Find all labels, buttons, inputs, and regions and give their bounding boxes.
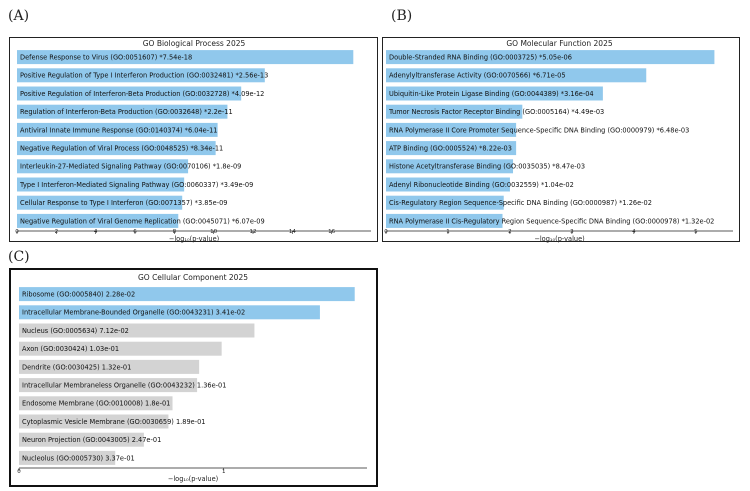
x-tick-label: 8 <box>173 229 177 235</box>
x-tick-label: 5 <box>694 229 698 235</box>
cell-component-panel: GO Cellular Component 2025 Ribosome (GO:0… <box>9 268 378 487</box>
bar-label: Histone Acetyltransferase Binding (GO:00… <box>389 163 585 171</box>
chart-title: GO Biological Process 2025 <box>143 39 246 48</box>
bar <box>17 195 183 210</box>
x-tick-label: 2 <box>55 229 59 235</box>
panel-c-label: (C) <box>8 249 30 265</box>
bar-label: Positive Regulation of Type I Interferon… <box>20 72 268 80</box>
bar <box>386 50 715 65</box>
x-axis-label: −log₁₀(p-value) <box>534 235 584 243</box>
x-tick-label: 0 <box>17 469 21 475</box>
bar-label: Adenylyltransferase Activity (GO:0070566… <box>389 72 566 80</box>
bar <box>17 122 218 137</box>
bar-label: Ribosome (GO:0005840) 2.28e-02 <box>22 291 135 299</box>
bar <box>17 68 265 83</box>
bar-label: Intracellular Membraneless Organelle (GO… <box>22 382 226 390</box>
bar <box>386 213 503 228</box>
bar <box>386 141 517 156</box>
bar <box>386 86 603 101</box>
bar-label: Dendrite (GO:0030425) 1.32e-01 <box>22 363 131 371</box>
bar-label: Intracellular Membrane-Bounded Organelle… <box>22 309 245 317</box>
bar <box>386 122 517 137</box>
bar-label: Neuron Projection (GO:0043005) 2.47e-01 <box>22 436 161 444</box>
bar-label: Type I Interferon-Mediated Signaling Pat… <box>19 181 253 189</box>
bar-label: Endosome Membrane (GO:0010008) 1.8e-01 <box>22 400 170 408</box>
bar-label: Negative Regulation of Viral Genome Repl… <box>20 217 265 225</box>
bar <box>19 305 320 320</box>
bar-label: Interleukin-27-Mediated Signaling Pathwa… <box>20 163 241 171</box>
bar <box>19 414 169 429</box>
bar <box>17 50 354 65</box>
x-tick-label: 0 <box>384 229 388 235</box>
x-tick-label: 6 <box>133 229 137 235</box>
bar-label: Adenyl Ribonucleotide Binding (GO:003255… <box>389 181 574 189</box>
bar-label: Nucleus (GO:0005634) 7.12e-02 <box>22 327 129 335</box>
bar-label: Double-Stranded RNA Binding (GO:0003725)… <box>389 54 572 62</box>
x-tick-label: 16 <box>328 229 335 235</box>
x-tick-label: 2 <box>508 229 512 235</box>
mol-function-panel: GO Molecular Function 2025 Double-Strande… <box>382 37 740 243</box>
bar-label: Cis-Regulatory Region Sequence-Specific … <box>389 199 652 207</box>
bar <box>19 378 198 393</box>
x-tick-label: 3 <box>570 229 574 235</box>
bar <box>17 159 189 174</box>
bar <box>19 450 116 465</box>
bar <box>386 104 523 119</box>
x-tick-label: 1 <box>222 469 226 475</box>
bar <box>386 159 514 174</box>
bar-label: Defense Response to Virus (GO:0051607) *… <box>20 54 192 62</box>
bar <box>17 141 216 156</box>
chart-title: GO Cellular Component 2025 <box>138 273 248 282</box>
bio-process-chart: GO Biological Process 2025 Defense Respon… <box>15 39 371 243</box>
bio-process-panel: GO Biological Process 2025 Defense Respon… <box>9 37 378 243</box>
mol-function-chart: GO Molecular Function 2025 Double-Strande… <box>384 39 733 243</box>
x-tick-label: 0 <box>15 229 19 235</box>
bar-label: Antiviral Innate Immune Response (GO:014… <box>20 126 217 134</box>
x-axis-label: −log₁₀(p-value) <box>168 475 218 483</box>
bar <box>19 359 200 374</box>
bar <box>17 104 228 119</box>
bar <box>17 177 185 192</box>
bar-label: Nucleolus (GO:0005730) 3.37e-01 <box>22 454 135 462</box>
panel-a-label: (A) <box>8 8 30 24</box>
bar-label: ATP Binding (GO:0005524) *8.22e-03 <box>389 145 512 153</box>
x-axis-label: −log₁₀(p-value) <box>169 235 219 243</box>
bar <box>17 213 179 228</box>
bar <box>386 68 647 83</box>
bar <box>19 432 144 447</box>
bar-label: Ubiquitin-Like Protein Ligase Binding (G… <box>389 90 594 98</box>
x-tick-label: 10 <box>210 229 217 235</box>
bar <box>386 177 510 192</box>
bar-label: Negative Regulation of Viral Process (GO… <box>20 145 223 153</box>
bar-label: RNA Polymerase II Core Promoter Sequence… <box>389 126 689 134</box>
bar-label: Cytoplasmic Vesicle Membrane (GO:0030659… <box>22 418 206 426</box>
chart-title: GO Molecular Function 2025 <box>506 39 612 48</box>
x-tick-label: 4 <box>94 229 98 235</box>
panel-b-label: (B) <box>391 8 413 24</box>
x-tick-label: 1 <box>446 229 450 235</box>
bar <box>19 287 355 302</box>
cell-component-chart: GO Cellular Component 2025 Ribosome (GO:0… <box>17 273 367 483</box>
bar <box>386 195 504 210</box>
bar-label: Cellular Response to Type I Interferon (… <box>20 199 228 207</box>
bar-label: Regulation of Interferon-Beta Production… <box>20 108 233 116</box>
bar-label: Positive Regulation of Interferon-Beta P… <box>20 90 264 98</box>
bar <box>19 323 255 338</box>
bar-label: Tumor Necrosis Factor Receptor Binding (… <box>388 108 604 116</box>
bar-label: Axon (GO:0030424) 1.03e-01 <box>22 345 119 353</box>
bar <box>19 341 222 356</box>
bar <box>17 86 242 101</box>
x-tick-label: 14 <box>289 229 296 235</box>
bar <box>19 396 173 411</box>
x-tick-label: 4 <box>632 229 636 235</box>
x-tick-label: 12 <box>250 229 257 235</box>
bar-label: RNA Polymerase II Cis-Regulatory Region … <box>389 217 714 225</box>
